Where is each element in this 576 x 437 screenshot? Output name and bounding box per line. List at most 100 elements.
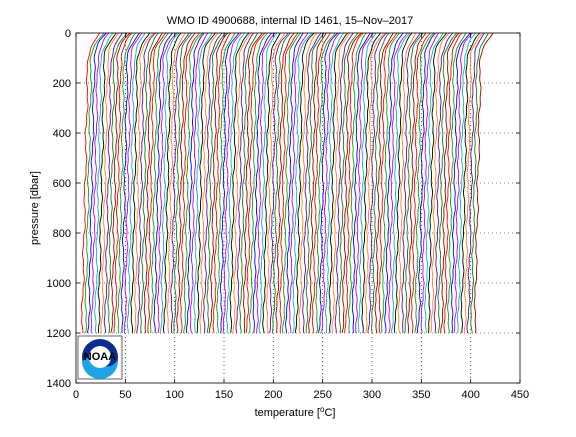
profile-line <box>235 32 254 334</box>
profile-line <box>199 32 219 334</box>
profile-line <box>466 32 486 334</box>
profile-line <box>275 32 295 334</box>
profile-line <box>387 32 408 334</box>
y-axis-label: pressure [dbar] <box>29 171 41 245</box>
profile-line <box>252 32 273 334</box>
profile-line <box>136 32 156 334</box>
profile-line <box>427 32 448 334</box>
profile-line <box>113 32 133 333</box>
profile-line <box>374 32 394 334</box>
profile-line <box>147 32 167 333</box>
profile-line <box>328 32 348 334</box>
profile-line <box>404 32 424 334</box>
profile-line <box>437 32 458 334</box>
x-axis-label: temperature [oC] <box>255 405 336 419</box>
y-tick-label: 1200 <box>47 328 71 340</box>
profile-line <box>348 32 367 334</box>
profile-line <box>271 32 292 334</box>
profile-line <box>229 32 250 334</box>
profile-line <box>390 32 411 334</box>
profile-line <box>321 32 341 334</box>
x-axis-label-after: C] <box>324 407 335 419</box>
profile-line <box>126 32 146 334</box>
profile-line <box>371 32 390 334</box>
profile-line <box>414 32 435 334</box>
plot-area <box>76 33 520 383</box>
profile-line <box>393 32 413 334</box>
profile-line <box>355 32 374 334</box>
profile-line <box>292 32 313 334</box>
y-tick-label: 0 <box>65 28 71 40</box>
profile-line <box>416 32 436 334</box>
logo-inner-circle <box>89 346 111 368</box>
profile-lines <box>80 32 494 334</box>
profile-line <box>424 32 444 334</box>
profile-line <box>318 32 339 334</box>
profile-line <box>294 32 315 334</box>
profile-line <box>103 32 123 334</box>
profile-line <box>140 32 159 334</box>
profile-line <box>298 32 318 334</box>
profile-line <box>209 32 229 334</box>
profile-line <box>123 32 143 333</box>
profile-line <box>189 32 209 334</box>
profile-line <box>196 32 216 334</box>
profile-line <box>248 32 268 334</box>
noaa-logo: NOAA <box>77 335 123 380</box>
profile-line <box>401 32 421 334</box>
x-axis-label-sup: o <box>320 405 325 414</box>
profile-line <box>225 32 246 334</box>
profile-line <box>100 32 119 334</box>
profile-line <box>222 32 242 334</box>
x-tick-label: 400 <box>461 389 479 401</box>
y-tick-label: 600 <box>53 178 71 190</box>
x-tick-label: 450 <box>511 389 529 401</box>
profile-line <box>219 32 240 334</box>
profile-line <box>243 32 263 334</box>
profile-line <box>433 32 454 334</box>
profile-line <box>166 32 186 334</box>
profile-line <box>173 32 193 334</box>
profile-line <box>163 32 182 334</box>
profile-line <box>450 32 471 334</box>
profile-line <box>447 32 467 334</box>
profile-line <box>256 32 276 333</box>
profile-line <box>282 32 301 334</box>
profile-line <box>232 32 252 333</box>
y-tick-labels: 0 200 400 600 800 1000 1200 1400 <box>47 28 71 390</box>
profile-line <box>216 32 236 334</box>
profile-line <box>460 32 481 333</box>
profile-line <box>170 32 190 333</box>
x-tick-label: 200 <box>264 389 282 401</box>
plot-background <box>76 33 520 383</box>
profile-line <box>315 32 336 334</box>
profile-line <box>285 32 304 334</box>
x-tick-label: 50 <box>119 389 131 401</box>
profile-line <box>149 32 169 334</box>
profile-line <box>384 32 404 334</box>
profile-line <box>381 32 400 334</box>
profile-line <box>338 32 359 334</box>
profile-line <box>176 32 196 334</box>
x-tick-label: 300 <box>363 389 381 401</box>
profile-line <box>183 32 203 334</box>
profile-line <box>279 32 299 334</box>
profile-line <box>311 32 331 333</box>
profile-line <box>361 32 381 334</box>
profile-line <box>407 32 427 334</box>
y-tick-label: 400 <box>53 128 71 140</box>
axes-frame <box>75 32 521 384</box>
profile-line <box>86 32 107 334</box>
profile-line <box>473 32 494 334</box>
profile-line <box>84 32 105 334</box>
profile-line <box>107 32 128 334</box>
logo-text: NOAA <box>84 351 116 363</box>
profile-line <box>331 32 351 333</box>
x-tick-label: 350 <box>412 389 430 401</box>
profile-line <box>325 32 345 334</box>
profile-line <box>117 32 137 334</box>
profile-line <box>344 32 364 333</box>
profile-line <box>143 32 163 334</box>
profile-line <box>265 32 286 334</box>
